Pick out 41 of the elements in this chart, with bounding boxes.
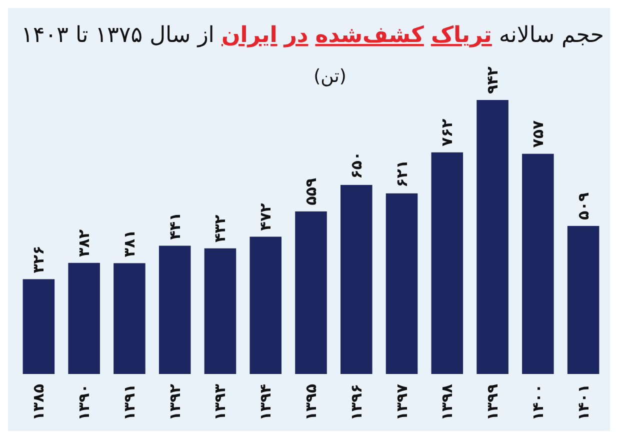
x-tick-label: ۱۳۹۱ bbox=[120, 384, 138, 421]
bar bbox=[114, 263, 146, 374]
x-tick-label: ۱۳۸۵ bbox=[30, 384, 48, 421]
bar bbox=[158, 246, 191, 374]
x-tick-label: ۱۳۹۳ bbox=[211, 384, 230, 421]
data-label: ۴۷۲ bbox=[256, 203, 275, 231]
x-tick-label: ۱۳۹۹ bbox=[484, 384, 502, 421]
x-tick-label: ۱۳۹۷ bbox=[392, 384, 411, 421]
data-label: ۶۵۰ bbox=[347, 151, 366, 179]
x-tick-label: ۱۳۹۶ bbox=[347, 384, 366, 421]
x-tick-label: ۱۳۹۵ bbox=[302, 384, 320, 421]
data-label: ۷۵۷ bbox=[528, 120, 547, 148]
data-label: ۳۸۲ bbox=[75, 229, 94, 257]
x-tick-label: ۱۳۹۴ bbox=[256, 384, 275, 421]
bar bbox=[431, 152, 464, 374]
bar bbox=[22, 279, 55, 374]
x-tick-label: ۱۴۰۰ bbox=[528, 384, 547, 421]
chart-title: حجم سالانه تریاک کشف‌شده در ایران از سال ۱۳۷۵ تا ۱۴۰۳ bbox=[21, 23, 604, 48]
bar bbox=[476, 100, 508, 374]
x-tick-label: ۱۳۹۲ bbox=[166, 384, 184, 421]
data-label: ۶۲۱ bbox=[392, 160, 411, 188]
x-tick-label: ۱۳۹۰ bbox=[75, 384, 94, 421]
data-label: ۵۵۹ bbox=[302, 178, 320, 206]
bar bbox=[68, 262, 100, 374]
bar bbox=[340, 184, 372, 374]
x-tick-label: ۱۳۹۸ bbox=[438, 384, 456, 421]
data-label: ۵۰۹ bbox=[574, 192, 592, 220]
bar bbox=[250, 236, 282, 374]
data-label: ۳۲۶ bbox=[30, 246, 48, 274]
data-label: ۷۶۲ bbox=[438, 118, 456, 146]
bar bbox=[567, 226, 600, 374]
bar bbox=[204, 248, 236, 374]
data-label: ۳۸۱ bbox=[120, 230, 138, 258]
bar bbox=[386, 193, 418, 374]
data-label: ۹۴۲ bbox=[484, 66, 502, 94]
bar bbox=[522, 154, 554, 374]
x-tick-label: ۱۴۰۱ bbox=[574, 384, 592, 421]
chart-subtitle: (تن) bbox=[314, 66, 346, 87]
data-label: ۴۳۲ bbox=[211, 214, 230, 242]
bar bbox=[295, 211, 327, 374]
data-label: ۴۴۱ bbox=[166, 212, 184, 240]
